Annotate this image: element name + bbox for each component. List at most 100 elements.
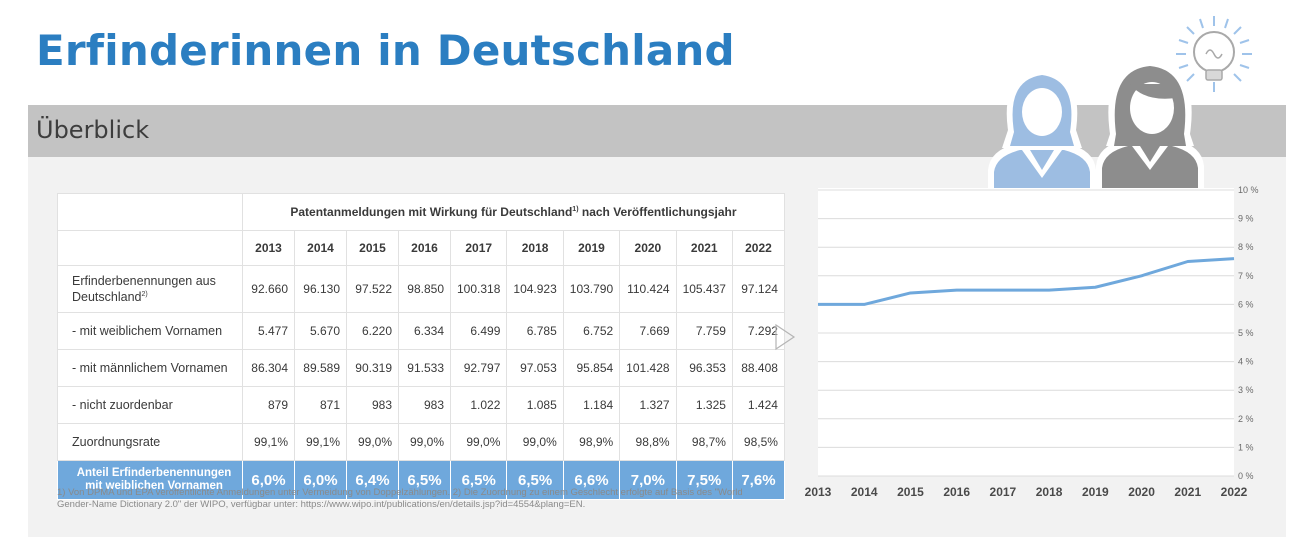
table-cell: 1.327 <box>620 387 676 424</box>
x-tick-label: 2017 <box>990 485 1017 499</box>
table-cell: 1.325 <box>676 387 732 424</box>
table-cell: 6.752 <box>563 313 619 350</box>
table-cell: 103.790 <box>563 266 619 313</box>
table-cell: 6.785 <box>507 313 563 350</box>
section-title: Überblick <box>36 116 149 144</box>
table-cell: 98.850 <box>399 266 451 313</box>
table-cell: 88.408 <box>732 350 784 387</box>
footnote: 1) Von DPMA und EPA veröffentlichte Anme… <box>57 487 777 511</box>
table-row: Zuordnungsrate99,1%99,1%99,0%99,0%99,0%9… <box>58 424 785 461</box>
table-cell: 7.669 <box>620 313 676 350</box>
y-tick-label: 2 % <box>1238 414 1254 424</box>
table-row: - nicht zuordenbar8798719839831.0221.085… <box>58 387 785 424</box>
year-header-2018: 2018 <box>507 231 563 266</box>
table-row: - mit männlichem Vornamen86.30489.58990.… <box>58 350 785 387</box>
y-tick-label: 8 % <box>1238 242 1254 252</box>
table-cell: 6.499 <box>451 313 507 350</box>
y-tick-label: 10 % <box>1238 185 1259 195</box>
table-cell: 99,1% <box>295 424 347 461</box>
year-header-2017: 2017 <box>451 231 507 266</box>
x-tick-label: 2019 <box>1082 485 1109 499</box>
table-cell: 89.589 <box>295 350 347 387</box>
table-cell: 1.424 <box>732 387 784 424</box>
y-tick-label: 7 % <box>1238 271 1254 281</box>
year-header-2022: 2022 <box>732 231 784 266</box>
y-tick-label: 1 % <box>1238 442 1254 452</box>
table-cell: 99,0% <box>347 424 399 461</box>
year-header-2015: 2015 <box>347 231 399 266</box>
table-cell: 104.923 <box>507 266 563 313</box>
plot-area <box>818 188 1234 476</box>
table-cell: 99,0% <box>399 424 451 461</box>
x-tick-label: 2013 <box>805 485 832 499</box>
table-body: Erfinderbenennungen aus Deutschland2)92.… <box>58 266 785 461</box>
table-cell: 6.220 <box>347 313 399 350</box>
group-header-text-rest: nach Veröffentlichungsjahr <box>579 205 737 219</box>
table-cell: 97.124 <box>732 266 784 313</box>
year-header-2020: 2020 <box>620 231 676 266</box>
row-label: Zuordnungsrate <box>58 424 243 461</box>
y-tick-label: 3 % <box>1238 385 1254 395</box>
table-cell: 99,0% <box>451 424 507 461</box>
table-cell: 99,0% <box>507 424 563 461</box>
year-header-2016: 2016 <box>399 231 451 266</box>
row-label: - nicht zuordenbar <box>58 387 243 424</box>
table-corner-cell <box>58 231 243 266</box>
table-year-row: 2013201420152016201720182019202020212022 <box>58 231 785 266</box>
share-label-line1: Anteil Erfinderbenennungen <box>77 467 232 479</box>
lightbulb-icon <box>1174 14 1254 94</box>
year-header-2013: 2013 <box>243 231 295 266</box>
table-cell: 98,8% <box>620 424 676 461</box>
table-cell: 90.319 <box>347 350 399 387</box>
table-cell: 5.670 <box>295 313 347 350</box>
table-cell: 99,1% <box>243 424 295 461</box>
y-tick-label: 6 % <box>1238 299 1254 309</box>
table-cell: 95.854 <box>563 350 619 387</box>
table-cell: 100.318 <box>451 266 507 313</box>
table-cell: 5.477 <box>243 313 295 350</box>
table-cell: 101.428 <box>620 350 676 387</box>
table-cell: 97.053 <box>507 350 563 387</box>
table-cell: 7.759 <box>676 313 732 350</box>
y-tick-label: 9 % <box>1238 214 1254 224</box>
x-tick-label: 2014 <box>851 485 878 499</box>
year-header-2019: 2019 <box>563 231 619 266</box>
table-cell: 6.334 <box>399 313 451 350</box>
x-tick-label: 2021 <box>1174 485 1201 499</box>
table-cell: 96.353 <box>676 350 732 387</box>
y-tick-label: 5 % <box>1238 328 1254 338</box>
table-row: - mit weiblichem Vornamen5.4775.6706.220… <box>58 313 785 350</box>
page-title: Erfinderinnen in Deutschland <box>36 26 735 75</box>
table-cell: 86.304 <box>243 350 295 387</box>
x-tick-label: 2018 <box>1036 485 1063 499</box>
row-label: Erfinderbenennungen aus Deutschland2) <box>58 266 243 313</box>
table-cell: 96.130 <box>295 266 347 313</box>
table-group-header-row: Patentanmeldungen mit Wirkung für Deutsc… <box>58 194 785 231</box>
table-cell: 98,5% <box>732 424 784 461</box>
table-cell: 1.184 <box>563 387 619 424</box>
patent-data-table: Patentanmeldungen mit Wirkung für Deutsc… <box>57 193 785 500</box>
x-tick-label: 2016 <box>943 485 970 499</box>
row-footnote-mark: 2) <box>142 291 148 298</box>
table-cell: 105.437 <box>676 266 732 313</box>
table-cell: 98,9% <box>563 424 619 461</box>
table-cell: 871 <box>295 387 347 424</box>
y-tick-label: 4 % <box>1238 357 1254 367</box>
table-cell: 92.797 <box>451 350 507 387</box>
table-cell: 1.085 <box>507 387 563 424</box>
group-header-text: Patentanmeldungen mit Wirkung für Deutsc… <box>290 205 572 219</box>
year-header-2014: 2014 <box>295 231 347 266</box>
table-cell: 97.522 <box>347 266 399 313</box>
table-cell: 983 <box>347 387 399 424</box>
year-header-2021: 2021 <box>676 231 732 266</box>
x-tick-label: 2015 <box>897 485 924 499</box>
table-cell: 92.660 <box>243 266 295 313</box>
woman-blue-icon <box>986 60 1098 192</box>
table-cell: 983 <box>399 387 451 424</box>
share-line-chart: 0 % 1 % 2 % 3 % 4 % 5 % 6 % 7 % 8 % 9 % 10 % 2013 20… <box>780 180 1280 510</box>
row-label: - mit männlichem Vornamen <box>58 350 243 387</box>
y-tick-label: 0 % <box>1238 471 1254 481</box>
row-label: - mit weiblichem Vornamen <box>58 313 243 350</box>
table-cell: 91.533 <box>399 350 451 387</box>
table-group-header: Patentanmeldungen mit Wirkung für Deutsc… <box>243 194 785 231</box>
